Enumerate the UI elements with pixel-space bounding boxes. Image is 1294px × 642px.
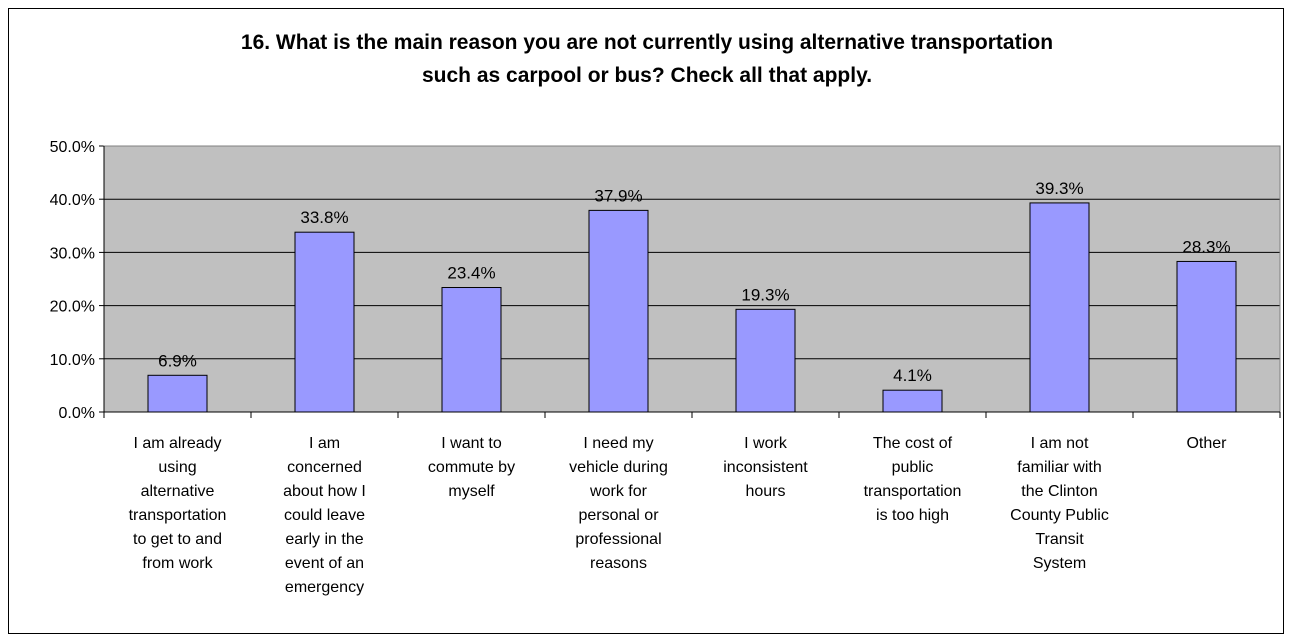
- data-label: 28.3%: [1182, 237, 1230, 256]
- data-label: 6.9%: [158, 351, 197, 370]
- x-category-label-line: to get to and: [133, 531, 222, 548]
- x-category-label-line: professional: [575, 531, 661, 548]
- x-category-label-line: work for: [589, 483, 648, 500]
- x-category-label-line: transportation: [129, 507, 227, 524]
- y-tick-label: 0.0%: [59, 405, 95, 422]
- x-category-label-line: concerned: [287, 459, 362, 476]
- x-category-label-line: commute by: [428, 459, 515, 476]
- x-category-label-line: using: [158, 459, 196, 476]
- x-category-label-line: Transit: [1035, 531, 1084, 548]
- data-label: 4.1%: [893, 366, 932, 385]
- x-category-label-line: event of an: [285, 555, 364, 572]
- x-category-label-line: I am not: [1031, 435, 1089, 452]
- y-tick-label: 20.0%: [50, 299, 95, 316]
- bar: [294, 231, 355, 413]
- x-category-label-line: I am: [309, 435, 340, 452]
- x-category-label-line: I want to: [441, 435, 502, 452]
- chart-title: 16. What is the main reason you are not …: [0, 26, 1294, 92]
- x-category-label-line: emergency: [285, 579, 364, 596]
- x-category-label-line: vehicle during: [569, 459, 668, 476]
- data-label: 39.3%: [1035, 179, 1083, 198]
- chart-title-line-1: 16. What is the main reason you are not …: [240, 31, 1054, 54]
- x-category-label-line: public: [892, 459, 934, 476]
- x-category-label: I am concerned about how I could leave early…: [283, 435, 366, 596]
- x-category-label: I work inconsistent hours: [723, 435, 808, 500]
- bar: [735, 308, 796, 413]
- x-category-label-line: early in the: [285, 531, 363, 548]
- x-category-label-line: reasons: [590, 555, 647, 572]
- x-category-label: I want to commute by myself: [428, 435, 515, 500]
- x-category-label-line: familiar with: [1017, 459, 1101, 476]
- x-category-label-line: is too high: [876, 507, 949, 524]
- bar: [1029, 202, 1090, 413]
- bar: [147, 374, 208, 413]
- x-category-label: Other: [1186, 435, 1227, 452]
- x-category-label-line: System: [1033, 555, 1086, 572]
- x-category-label-line: transportation: [864, 483, 962, 500]
- chart-title-line-2: such as carpool or bus? Check all that a…: [421, 64, 873, 87]
- y-tick-label: 40.0%: [50, 192, 95, 209]
- x-category-label: I am already using alternative transportati…: [129, 435, 227, 572]
- plot-area: [104, 146, 1280, 412]
- bar: [1176, 260, 1237, 413]
- x-category-label-line: I work: [744, 435, 788, 452]
- bar: [882, 389, 943, 413]
- x-category-label-line: hours: [745, 483, 785, 500]
- x-category-label-line: from work: [142, 555, 213, 572]
- x-category-label-line: about how I: [283, 483, 366, 500]
- x-category-label-line: personal or: [578, 507, 659, 524]
- x-category-label-line: the Clinton: [1021, 483, 1098, 500]
- x-category-label-line: The cost of: [873, 435, 953, 452]
- bar: [441, 287, 502, 413]
- x-category-label-line: inconsistent: [723, 459, 808, 476]
- x-category-label: I need my vehicle during work for personal …: [569, 435, 668, 572]
- x-category-label-line: myself: [448, 483, 495, 500]
- x-category-label-line: Other: [1186, 435, 1227, 452]
- data-label: 23.4%: [447, 264, 495, 283]
- x-category-label-line: could leave: [284, 507, 365, 524]
- data-label: 19.3%: [741, 285, 789, 304]
- x-category-label: The cost of public transportation is too hi…: [864, 435, 962, 524]
- y-tick-label: 50.0%: [50, 139, 95, 156]
- data-label: 33.8%: [300, 208, 348, 227]
- bar: [588, 209, 649, 413]
- x-category-label-line: County Public: [1010, 507, 1109, 524]
- x-category-label-line: I need my: [583, 435, 653, 452]
- y-tick-label: 30.0%: [50, 245, 95, 262]
- data-label: 37.9%: [594, 186, 642, 205]
- y-tick-label: 10.0%: [50, 352, 95, 369]
- x-category-label-line: alternative: [141, 483, 215, 500]
- x-category-label: I am not familiar with the Clinton County P…: [1010, 435, 1109, 572]
- x-category-label-line: I am already: [133, 435, 221, 452]
